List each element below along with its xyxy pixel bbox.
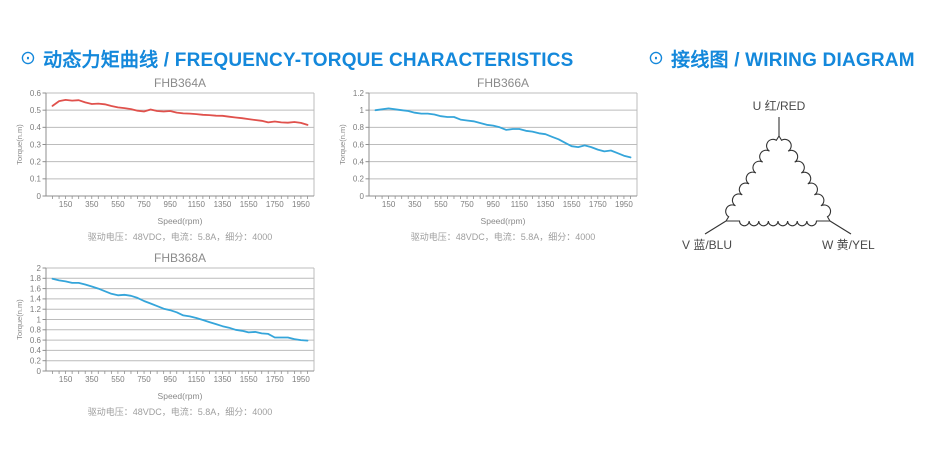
x-tick-label: 550: [111, 375, 125, 384]
y-tick-label: 2: [37, 264, 42, 273]
y-axis-label: Torque(n.m): [15, 299, 24, 340]
y-tick-label: 0.1: [30, 175, 42, 184]
chart-title: FHB364A: [154, 77, 206, 90]
y-tick-label: 0.4: [30, 123, 42, 132]
x-tick-label: 750: [137, 200, 151, 209]
y-tick-label: 0.6: [30, 336, 42, 345]
torque-curve: [51, 98, 309, 126]
y-tick-label: 0.3: [30, 140, 42, 149]
x-tick-label: 750: [137, 375, 151, 384]
x-tick-label: 1150: [188, 375, 206, 384]
y-axis-label: Torque(n.m): [15, 124, 24, 165]
x-tick-label: 750: [460, 200, 474, 209]
x-tick-label: 1950: [292, 200, 310, 209]
x-tick-label: 1550: [240, 200, 258, 209]
x-tick-label: 1550: [240, 375, 258, 384]
circled-dot-icon: ⊙: [20, 48, 37, 69]
chart-fhb368a: FHB368A 0 0.2 0.4 0.6 0.8 1 1.2 1.4 1.6 1.8 2 150 350…: [13, 251, 320, 429]
x-tick-label: 1950: [292, 375, 310, 384]
y-tick-label: 0.6: [30, 89, 42, 98]
y-tick-label: 0: [37, 192, 42, 201]
x-axis-label: Speed(rpm): [481, 216, 526, 226]
terminal-label-u: U 红/RED: [753, 98, 806, 113]
y-tick-label: 0.8: [353, 123, 365, 132]
circled-dot-icon: ⊙: [648, 48, 665, 69]
section-header-wiring: ⊙ 接线图 / WIRING DIAGRAM: [648, 45, 915, 72]
y-tick-label: 1.2: [30, 305, 42, 314]
torque-curve: [374, 107, 632, 159]
section-header-frequency-torque: ⊙ 动态力矩曲线 / FREQUENCY-TORQUE CHARACTERIST…: [20, 45, 574, 72]
torque-chart-svg: FHB368A 00.2 0.40.60.8 11.21.4 1.61.82 150 350…: [15, 251, 315, 417]
x-tick-label: 150: [59, 200, 73, 209]
y-tick-label: 0.8: [30, 326, 42, 335]
y-tick-label: 1.6: [30, 284, 42, 293]
y-axis-label: Torque(n.m): [338, 124, 347, 165]
y-tick-label: 1.4: [30, 295, 42, 304]
y-tick-label: 1: [37, 315, 42, 324]
x-tick-label: 350: [85, 200, 99, 209]
y-tick-label: 0.5: [30, 106, 42, 115]
chart-fhb366a: FHB366A 0 0.2 0.4 0.6 0.8 1 1.2 150 350 550 750 950 1…: [336, 76, 643, 254]
y-tick-label: 0: [37, 367, 42, 376]
y-tick-label: 0.4: [30, 346, 42, 355]
x-tick-label: 1550: [563, 200, 581, 209]
wiring-diagram-svg: U 红/RED V 蓝/BLU W 黄/YEL: [682, 98, 875, 252]
torque-chart-svg: FHB366A 0 0.2 0.4 0.6 0.8 1 1.2 150 350 550 750 950 1…: [338, 76, 638, 242]
delta-wiring-diagram: U 红/RED V 蓝/BLU W 黄/YEL: [672, 93, 942, 268]
y-tick-label: 1.8: [30, 274, 42, 283]
x-tick-label: 950: [164, 375, 178, 384]
lead-w: [829, 220, 852, 235]
x-tick-label: 1350: [214, 200, 232, 209]
x-tick-label: 1350: [537, 200, 555, 209]
x-axis-label: Speed(rpm): [158, 216, 203, 226]
lead-v: [704, 220, 727, 235]
x-tick-label: 1750: [589, 200, 607, 209]
coil-winding-vu: [725, 135, 780, 222]
y-tick-label: 1: [360, 106, 365, 115]
x-tick-label: 550: [111, 200, 125, 209]
chart-fhb364a: FHB364A 0 0.1 0.2 0.3 0.4 0.5 0.6 150 350 550 750 95…: [13, 76, 320, 254]
y-tick-label: 0.4: [353, 157, 365, 166]
y-tick-label: 0: [360, 192, 365, 201]
x-axis-label: Speed(rpm): [158, 391, 203, 401]
y-tick-label: 0.6: [353, 140, 365, 149]
section-title-frequency-torque: 动态力矩曲线 / FREQUENCY-TORQUE CHARACTERISTIC…: [43, 50, 574, 71]
y-tick-label: 1.2: [353, 89, 365, 98]
x-tick-label: 150: [59, 375, 73, 384]
y-tick-label: 0.2: [353, 175, 365, 184]
x-tick-label: 350: [85, 375, 99, 384]
drive-condition-caption: 驱动电压：48VDC，电流：5.8A，细分：4000: [411, 231, 596, 242]
x-tick-label: 150: [382, 200, 396, 209]
terminal-label-w: W 黄/YEL: [822, 238, 875, 252]
x-tick-label: 1350: [214, 375, 232, 384]
torque-chart-svg: FHB364A 0 0.1 0.2 0.3 0.4 0.5 0.6 150 350 550 750 95…: [15, 76, 315, 242]
x-tick-label: 1150: [188, 200, 206, 209]
section-title-wiring: 接线图 / WIRING DIAGRAM: [671, 50, 915, 71]
x-tick-label: 350: [408, 200, 422, 209]
coil-winding-wv: [726, 220, 830, 227]
chart-title: FHB366A: [477, 77, 529, 90]
drive-condition-caption: 驱动电压：48VDC，电流：5.8A，细分：4000: [88, 231, 273, 242]
x-tick-label: 1750: [266, 375, 284, 384]
x-tick-label: 550: [434, 200, 448, 209]
chart-title: FHB368A: [154, 252, 206, 265]
coil-winding-uw: [778, 135, 832, 222]
terminal-label-v: V 蓝/BLU: [682, 238, 732, 252]
x-tick-label: 950: [164, 200, 178, 209]
drive-condition-caption: 驱动电压：48VDC，电流：5.8A，细分：4000: [88, 406, 273, 417]
y-tick-label: 0.2: [30, 357, 42, 366]
x-tick-label: 1150: [511, 200, 529, 209]
x-tick-label: 1750: [266, 200, 284, 209]
x-tick-label: 1950: [615, 200, 633, 209]
y-tick-label: 0.2: [30, 157, 42, 166]
torque-curve: [51, 277, 309, 342]
x-tick-label: 950: [487, 200, 501, 209]
